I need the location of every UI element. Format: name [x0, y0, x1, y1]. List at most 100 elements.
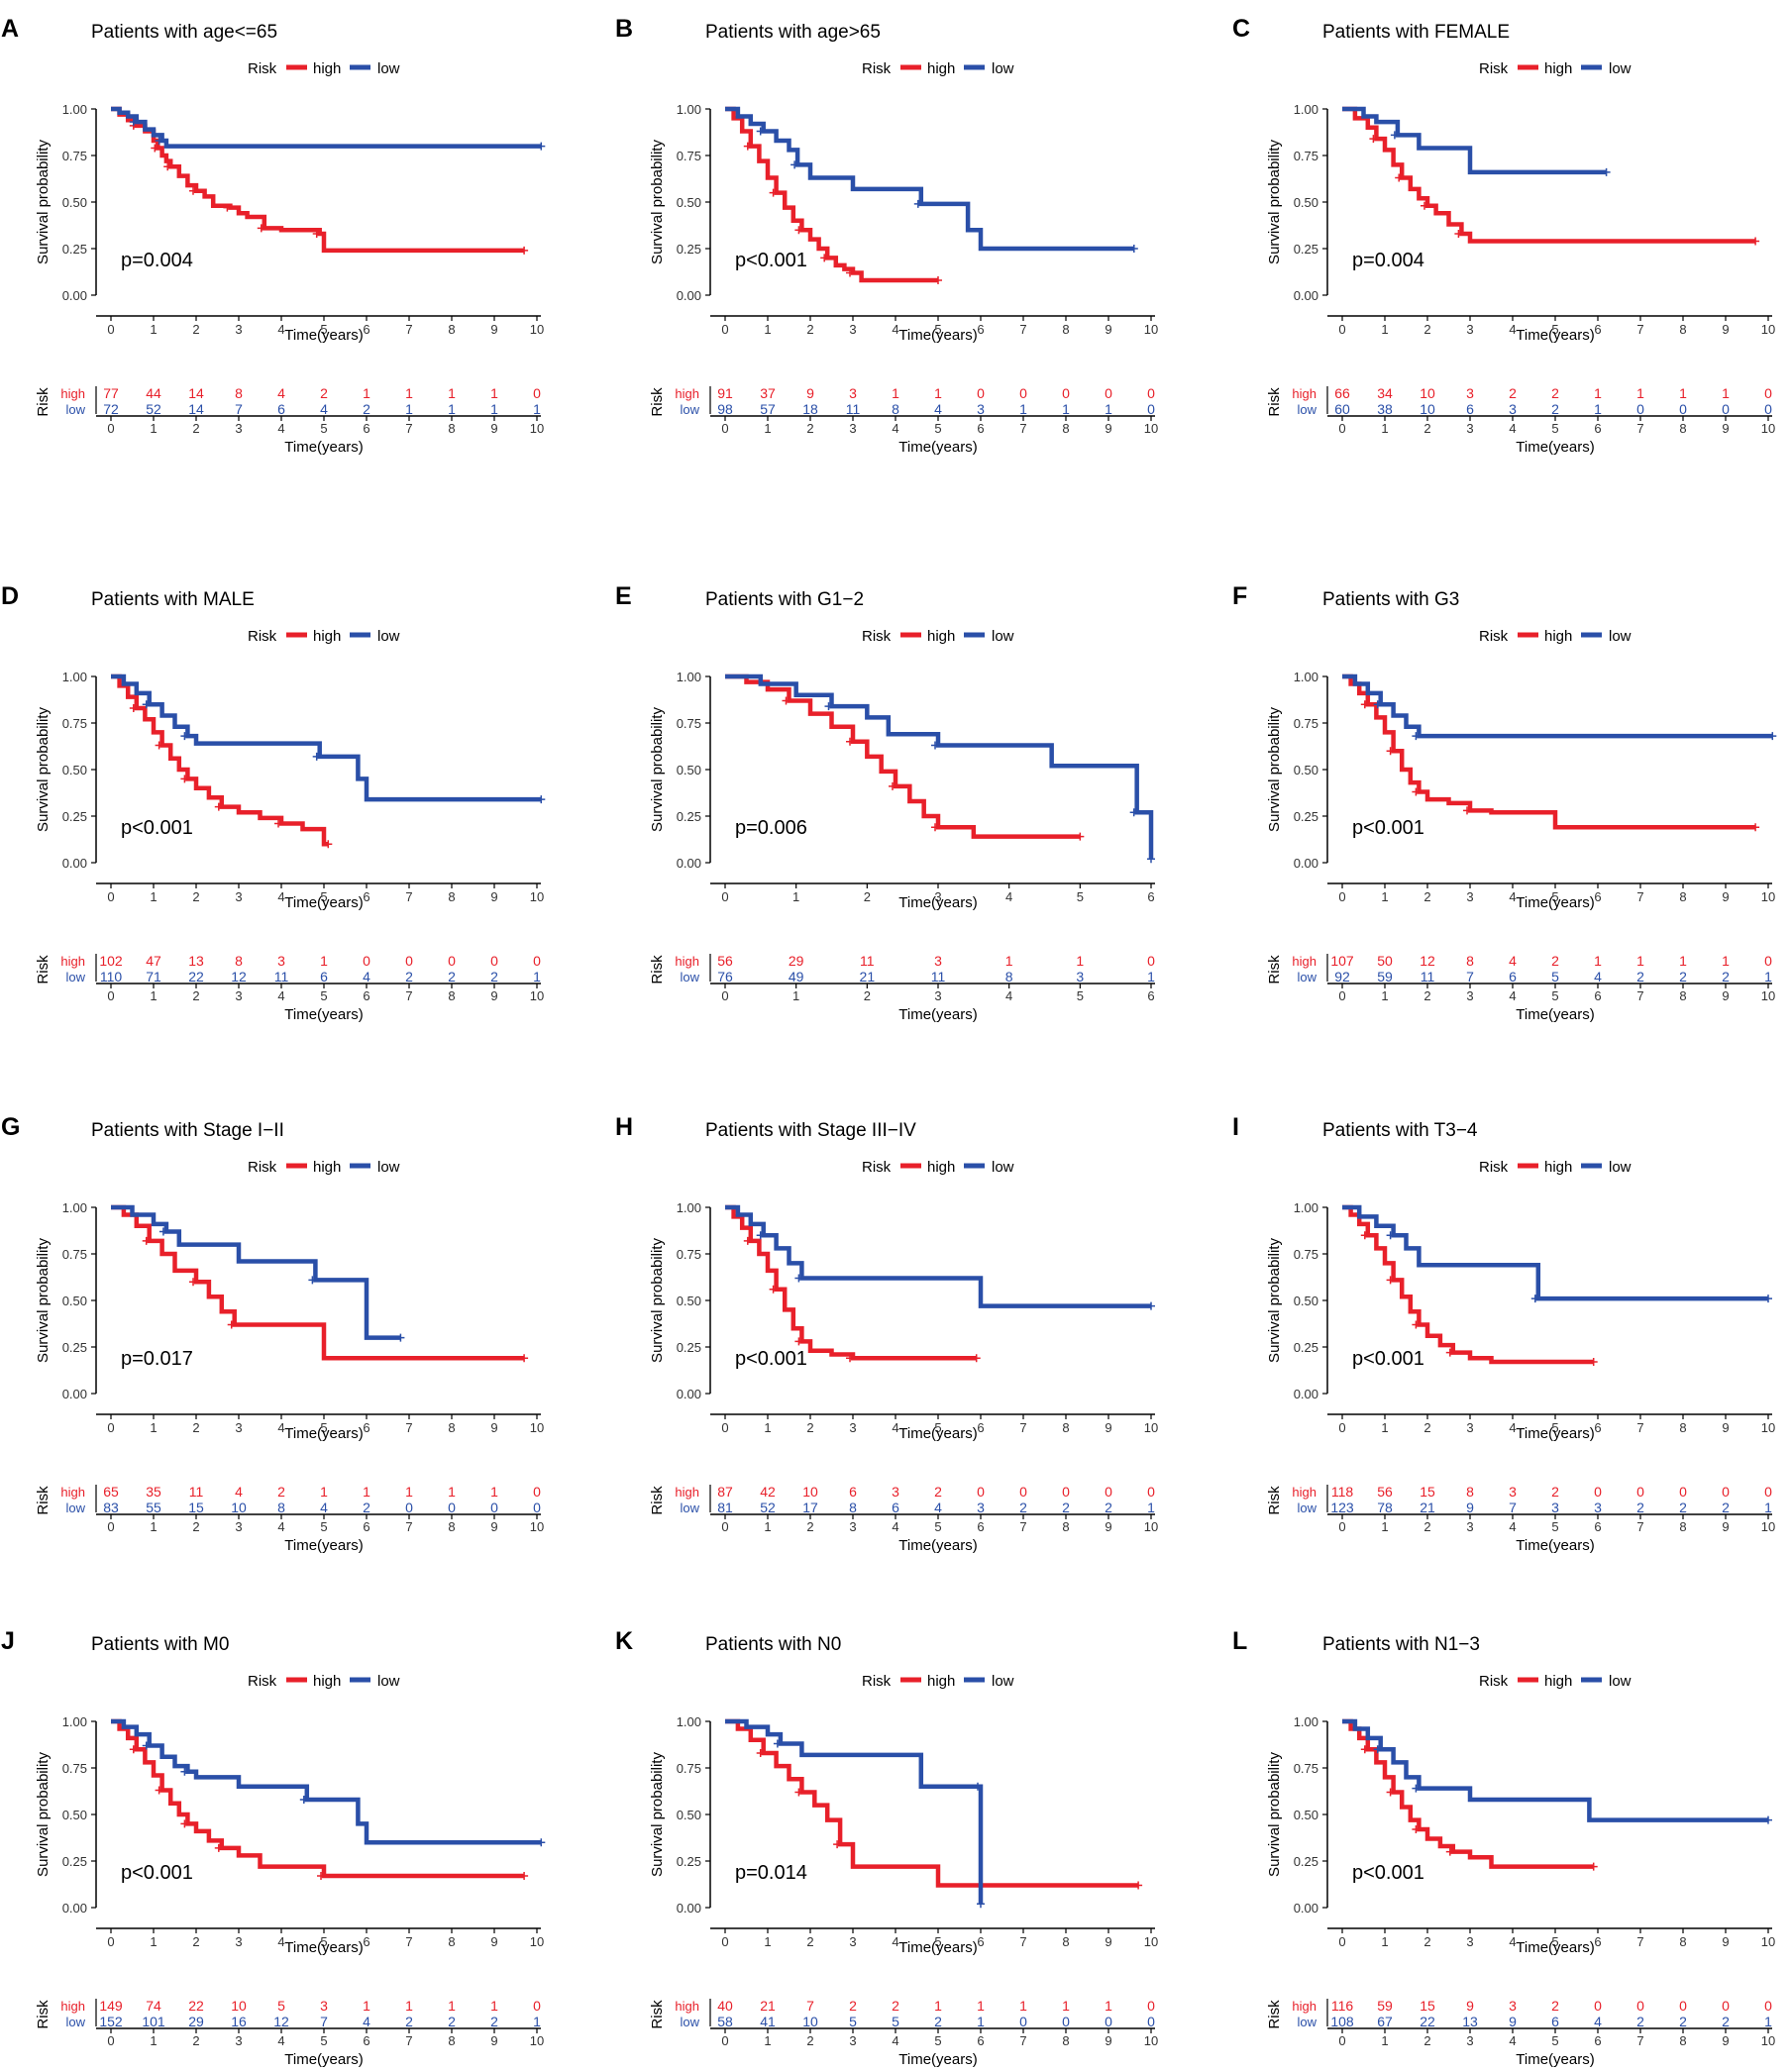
- legend-title: Risk: [862, 628, 892, 645]
- x-tick-label: 5: [1551, 889, 1558, 904]
- x-tick-label: 3: [235, 889, 242, 904]
- y-axis-title: Survival probability: [649, 140, 666, 264]
- x-tick-label: 1: [764, 1420, 771, 1435]
- risk-count-low: 1: [1105, 401, 1112, 417]
- km-curve-high: [111, 673, 329, 847]
- risk-count-high: 1: [1722, 953, 1730, 969]
- panel-title: Patients with N1−3: [1322, 1634, 1480, 1655]
- x-tick-label: 1: [150, 1934, 157, 1949]
- x-tick-label: 8: [448, 889, 455, 904]
- risk-count-high: 9: [1466, 1998, 1474, 2014]
- risk-count-low: 2: [1679, 2014, 1687, 2029]
- risk-table-low-label: low: [1297, 402, 1317, 417]
- risk-count-low: 67: [1377, 2014, 1393, 2029]
- risk-count-low: 4: [320, 1500, 328, 1515]
- km-curve-high: [111, 1204, 525, 1361]
- x-tick-label: 1: [1381, 889, 1388, 904]
- risk-count-high: 0: [1147, 1484, 1155, 1500]
- x-tick-label: 1: [150, 1420, 157, 1435]
- risk-x-tick-label: 2: [192, 2033, 199, 2048]
- risk-count-high: 0: [1722, 1484, 1730, 1500]
- risk-count-low: 3: [977, 401, 985, 417]
- risk-count-low: 12: [231, 969, 247, 984]
- risk-count-low: 78: [1377, 1500, 1393, 1515]
- risk-x-tick-label: 7: [1019, 1519, 1026, 1534]
- risk-count-high: 3: [320, 1998, 328, 2014]
- risk-x-tick-label: 9: [490, 2033, 497, 2048]
- risk-x-axis-title: Time(years): [1516, 1006, 1594, 1023]
- y-axis-title: Survival probability: [649, 707, 666, 832]
- risk-count-low: 3: [1509, 401, 1517, 417]
- risk-x-tick-label: 0: [1338, 1519, 1345, 1534]
- y-tick-label: 0.50: [677, 763, 701, 777]
- x-tick-label: 6: [363, 889, 369, 904]
- risk-x-tick-label: 1: [1381, 421, 1388, 436]
- x-tick-label: 7: [1019, 322, 1026, 337]
- y-tick-label: 1.00: [62, 670, 87, 684]
- censor-mark-high: [1454, 229, 1463, 238]
- risk-count-high: 3: [1466, 385, 1474, 401]
- censor-mark-low: [299, 1795, 308, 1804]
- risk-count-high: 0: [533, 385, 541, 401]
- risk-count-high: 2: [320, 385, 328, 401]
- y-axis-title: Survival probability: [1266, 140, 1283, 264]
- x-tick-label: 4: [1509, 1420, 1516, 1435]
- risk-x-tick-label: 5: [1551, 2033, 1558, 2048]
- risk-x-tick-label: 5: [934, 2033, 941, 2048]
- censor-mark-high: [214, 802, 223, 811]
- risk-x-tick-label: 9: [1105, 421, 1111, 436]
- risk-count-high: 107: [1330, 953, 1354, 969]
- y-axis-title: Survival probability: [649, 1752, 666, 1877]
- risk-count-high: 40: [717, 1998, 733, 2014]
- risk-count-low: 52: [760, 1500, 776, 1515]
- panel-title: Patients with MALE: [91, 589, 255, 610]
- x-tick-label: 9: [1105, 1934, 1111, 1949]
- risk-count-low: 2: [405, 2014, 413, 2029]
- y-tick-label: 0.00: [1294, 1901, 1318, 1916]
- risk-count-high: 1: [490, 1484, 498, 1500]
- risk-count-low: 1: [1594, 401, 1602, 417]
- censor-mark-low: [155, 136, 163, 145]
- risk-x-tick-label: 2: [864, 988, 871, 1003]
- risk-x-tick-label: 4: [277, 1519, 284, 1534]
- risk-count-high: 11: [189, 1484, 204, 1500]
- legend-low-label: low: [992, 1159, 1014, 1176]
- y-tick-label: 0.75: [62, 1761, 87, 1776]
- risk-count-high: 14: [188, 385, 204, 401]
- censor-mark-low: [1373, 700, 1382, 709]
- risk-count-low: 9: [1509, 2014, 1517, 2029]
- risk-count-high: 1: [1105, 1998, 1112, 2014]
- risk-count-low: 11: [274, 969, 289, 984]
- risk-count-low: 3: [1594, 1500, 1602, 1515]
- risk-table-title: Risk: [1266, 387, 1283, 417]
- risk-table-low-label: low: [65, 2015, 85, 2029]
- risk-count-low: 2: [490, 969, 498, 984]
- risk-count-low: 11: [931, 969, 946, 984]
- km-curve-low: [111, 673, 542, 802]
- risk-count-high: 0: [1636, 1484, 1644, 1500]
- y-tick-label: 0.75: [1294, 1761, 1318, 1776]
- risk-x-tick-label: 6: [977, 2033, 984, 2048]
- censor-mark-low: [1602, 167, 1611, 176]
- risk-table-title: Risk: [1266, 1486, 1283, 1515]
- risk-count-low: 1: [977, 2014, 985, 2029]
- y-tick-label: 1.00: [62, 1714, 87, 1729]
- x-axis-title: Time(years): [284, 894, 363, 911]
- censor-mark-high: [312, 229, 321, 238]
- risk-count-low: 92: [1334, 969, 1350, 984]
- risk-count-high: 116: [1331, 1998, 1354, 2014]
- risk-count-high: 6: [849, 1484, 857, 1500]
- risk-x-axis-title: Time(years): [284, 439, 363, 456]
- risk-count-high: 0: [1147, 1998, 1155, 2014]
- risk-count-high: 0: [533, 1484, 541, 1500]
- y-tick-label: 0.25: [677, 242, 701, 257]
- censor-mark-high: [769, 188, 778, 197]
- risk-count-low: 8: [892, 401, 899, 417]
- risk-x-tick-label: 8: [448, 421, 455, 436]
- x-tick-label: 4: [277, 1934, 284, 1949]
- risk-count-high: 3: [849, 385, 857, 401]
- x-tick-label: 6: [1594, 1934, 1601, 1949]
